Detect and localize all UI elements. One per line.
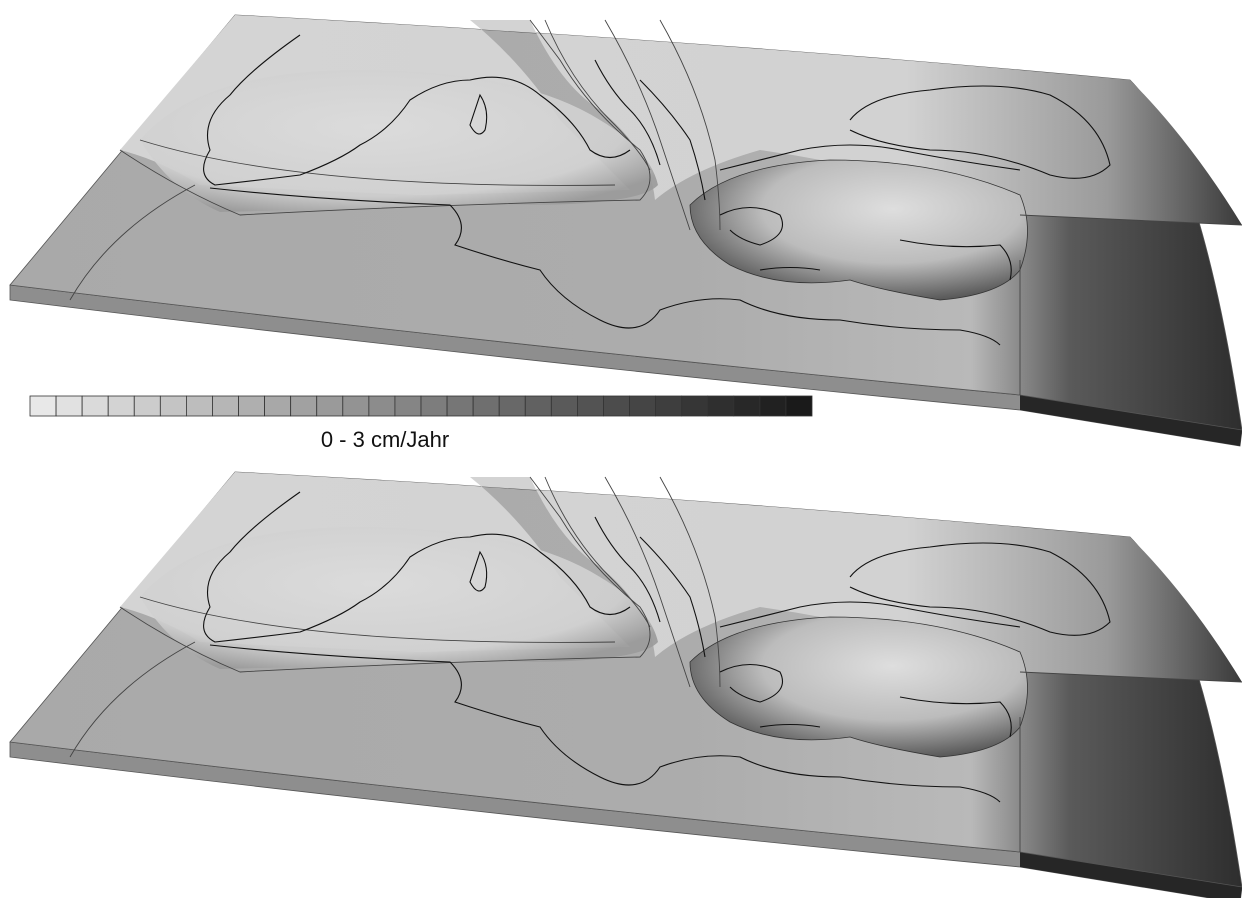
colorbar-swatch: [682, 396, 708, 416]
colorbar-swatch: [551, 396, 577, 416]
colorbar-swatch: [108, 396, 134, 416]
colorbar-swatch: [265, 396, 291, 416]
colorbar: [30, 396, 812, 416]
colorbar-swatch: [134, 396, 160, 416]
figure: 0 - 3 cm/Jahr: [0, 0, 1242, 898]
colorbar-swatch: [603, 396, 629, 416]
colorbar-swatch: [447, 396, 473, 416]
colorbar-swatch: [56, 396, 82, 416]
colorbar-swatch: [734, 396, 760, 416]
colorbar-swatch: [708, 396, 734, 416]
colorbar-swatch: [82, 396, 108, 416]
colorbar-swatch: [577, 396, 603, 416]
colorbar-swatch: [317, 396, 343, 416]
colorbar-swatch: [395, 396, 421, 416]
colorbar-swatch: [760, 396, 786, 416]
colorbar-swatch: [212, 396, 238, 416]
colorbar-swatch: [343, 396, 369, 416]
page: 0 - 3 cm/Jahr (() => { const data = JSON…: [0, 0, 1242, 898]
colorbar-swatch: [630, 396, 656, 416]
colorbar-label: 0 - 3 cm/Jahr: [321, 427, 449, 452]
colorbar-swatch: [656, 396, 682, 416]
upper-model: [10, 15, 1242, 446]
colorbar-swatch: [499, 396, 525, 416]
colorbar-swatch: [473, 396, 499, 416]
lower-model: [10, 472, 1242, 898]
colorbar-swatch: [421, 396, 447, 416]
colorbar-swatch: [786, 396, 812, 416]
colorbar-swatch: [239, 396, 265, 416]
colorbar-swatch: [525, 396, 551, 416]
colorbar-swatch: [186, 396, 212, 416]
colorbar-swatch: [30, 396, 56, 416]
colorbar-swatch: [369, 396, 395, 416]
colorbar-swatch: [160, 396, 186, 416]
colorbar-swatch: [291, 396, 317, 416]
